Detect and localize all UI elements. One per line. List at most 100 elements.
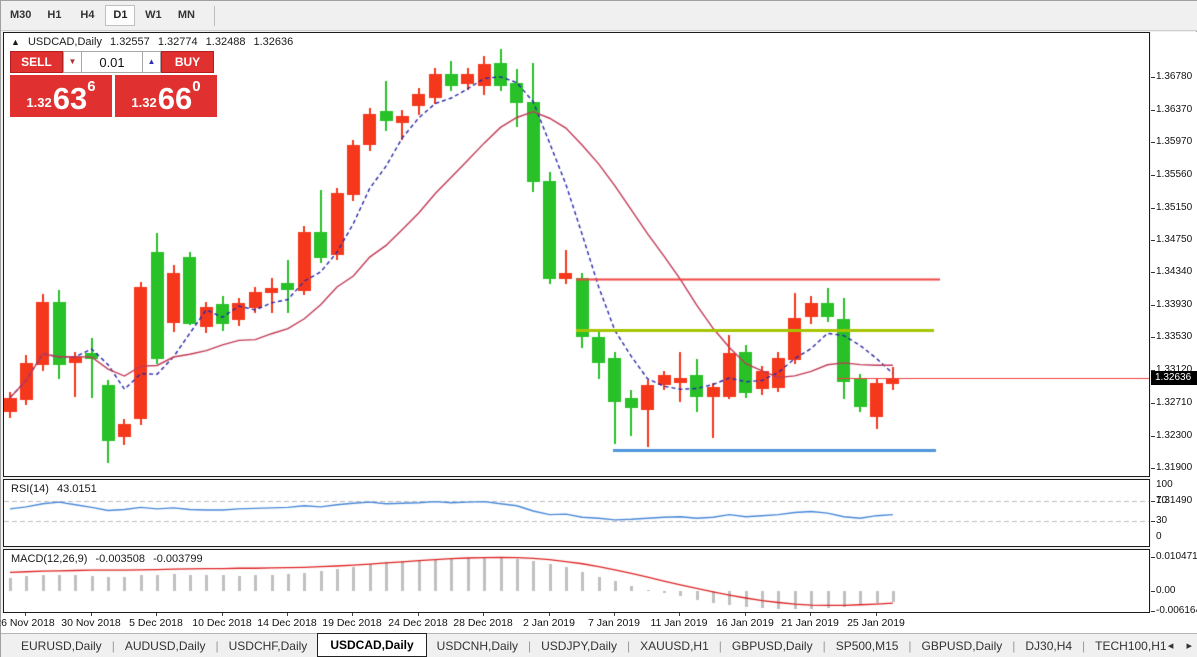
date-tick-label: 11 Jan 2019 [650, 617, 708, 629]
volume-decrease-icon[interactable]: ▼ [63, 51, 81, 73]
time-scale[interactable]: 26 Nov 2018 30 Nov 2018 5 Dec 2018 10 Dec 2… [0, 613, 1197, 633]
macd-tick-label: 0.010471 [1156, 551, 1197, 562]
tab-scroll-right-icon[interactable]: ▸ [1186, 640, 1192, 652]
tab-separator: | [1082, 639, 1086, 653]
ohlc-close: 1.32636 [253, 36, 294, 48]
price-tick-label: 1.34750 [1156, 234, 1193, 245]
price-tick-mark [1151, 142, 1155, 143]
buy-button[interactable]: BUY [161, 51, 214, 73]
macd-tick-mark [1151, 557, 1155, 558]
chart-tab-bar: EURUSD,Daily | AUDUSD,Daily | USDCHF,Daily US… [1, 633, 1197, 657]
chart-tab-sp500-m15[interactable]: SP500,M15 [835, 639, 899, 653]
date-tick-mark [91, 613, 92, 616]
timeframe-button-h4[interactable]: H4 [80, 9, 95, 21]
price-tick-label: 1.33930 [1156, 299, 1193, 310]
sell-button[interactable]: SELL [10, 51, 63, 73]
chart-tab-eurusd-daily[interactable]: EURUSD,Daily [21, 639, 102, 653]
date-tick-label: 30 Nov 2018 [61, 617, 121, 629]
date-tick-mark [287, 613, 288, 616]
sell-price-big: 63 [52, 81, 88, 116]
chart-tab-xauusd-h1[interactable]: XAUUSD,H1 [640, 639, 709, 653]
price-tick-label: 1.34340 [1156, 266, 1193, 277]
price-tick-mark [1151, 77, 1155, 78]
chart-tab-usdchf-daily[interactable]: USDCHF,Daily [228, 639, 308, 653]
chart-header: ▲ USDCAD,Daily 1.32557 1.32774 1.32488 1… [11, 36, 298, 48]
ohlc-low: 1.32488 [205, 36, 246, 48]
chart-tab-tech100-h1[interactable]: TECH100,H1 [1095, 639, 1167, 653]
tab-scroll-left-icon[interactable]: ◂ [1167, 640, 1174, 652]
price-tick-mark [1151, 240, 1155, 241]
timeframe-button-mn[interactable]: MN [177, 9, 195, 21]
date-tick-label: 14 Dec 2018 [257, 617, 317, 629]
date-tick-label: 16 Jan 2019 [716, 617, 774, 629]
date-tick-mark [679, 613, 680, 616]
price-tick-mark [1151, 370, 1155, 371]
price-tick-label: 1.35970 [1156, 136, 1193, 147]
date-tick-mark [876, 613, 877, 616]
macd-name: MACD(12,26,9) [11, 553, 88, 565]
sell-price-box[interactable]: 1.32 63 6 [10, 75, 112, 117]
buy-price-prefix: 1.32 [131, 95, 157, 110]
chart-tab-usdcad-daily[interactable]: USDCAD,Daily [317, 633, 427, 657]
date-tick-label: 26 Nov 2018 [0, 617, 55, 629]
price-tick-mark [1151, 436, 1155, 437]
tab-separator: | [215, 639, 219, 653]
date-tick-label: 5 Dec 2018 [129, 617, 183, 629]
macd-tick-mark [1151, 611, 1155, 612]
tab-separator: | [626, 639, 631, 653]
tab-separator: | [1012, 639, 1016, 653]
tab-separator: | [822, 639, 826, 653]
date-tick-label: 21 Jan 2019 [781, 617, 839, 629]
macd-canvas[interactable] [4, 550, 1149, 612]
macd-tick-mark [1151, 591, 1155, 592]
rsi-header: RSI(14) 43.0151 [11, 483, 102, 495]
collapse-trade-panel-icon[interactable]: ▲ [11, 37, 20, 47]
chart-tab-usdjpy-daily[interactable]: USDJPY,Daily [541, 639, 617, 653]
sell-price-prefix: 1.32 [26, 95, 52, 110]
chart-symbol-label: USDCAD,Daily [27, 36, 102, 48]
volume-input[interactable] [81, 51, 143, 73]
timeframe-button-h1[interactable]: H1 [47, 9, 62, 21]
date-tick-label: 24 Dec 2018 [388, 617, 448, 629]
ohlc-open: 1.32557 [110, 36, 150, 48]
current-price-badge: 1.32636 [1151, 371, 1197, 385]
price-scale[interactable]: 1.32636 1.36780 1.36370 1.35970 1.35560 1.35… [1151, 32, 1197, 616]
rsi-value: 43.0151 [56, 483, 97, 495]
tab-separator: | [718, 639, 722, 653]
chart-tab-audusd-daily[interactable]: AUDUSD,Daily [124, 639, 206, 653]
one-click-trade-widget: SELL ▼ ▲ BUY 1.32 63 6 1.32 66 0 [10, 51, 218, 117]
date-tick-label: 28 Dec 2018 [453, 617, 513, 629]
rsi-tick-mark [1151, 501, 1155, 502]
timeframe-toolbar: M30 H1 H4 D1 W1 MN [1, 1, 1197, 31]
timeframe-button-d1[interactable]: D1 [105, 5, 136, 26]
rsi-canvas[interactable] [4, 480, 1149, 546]
chart-tab-gbpusd-daily[interactable]: GBPUSD,Daily [921, 639, 1003, 653]
macd-signal-value: -0.003799 [153, 553, 203, 565]
price-chart-pane: ▲ USDCAD,Daily 1.32557 1.32774 1.32488 1… [3, 32, 1150, 477]
chart-tab-dj30-h4[interactable]: DJ30,H4 [1025, 639, 1073, 653]
price-tick-mark [1151, 468, 1155, 469]
price-tick-label: 1.35150 [1156, 202, 1193, 213]
price-tick-mark [1151, 175, 1155, 176]
rsi-indicator-pane: RSI(14) 43.0151 [3, 479, 1150, 547]
chart-tab-gbpusd-daily[interactable]: GBPUSD,Daily [731, 639, 813, 653]
rsi-tick-label: 0 [1156, 531, 1162, 542]
timeframe-button-m30[interactable]: M30 [10, 9, 32, 21]
price-tick-label: 1.36370 [1156, 104, 1193, 115]
date-tick-label: 25 Jan 2019 [847, 617, 905, 629]
volume-increase-icon[interactable]: ▲ [143, 51, 161, 73]
buy-price-big: 66 [157, 81, 193, 116]
price-tick-mark [1151, 403, 1155, 404]
chart-tab-usdcnh-daily[interactable]: USDCNH,Daily [436, 639, 519, 653]
timeframe-button-w1[interactable]: W1 [145, 9, 162, 21]
date-tick-mark [418, 613, 419, 616]
date-tick-label: 7 Jan 2019 [588, 617, 640, 629]
tab-separator: | [908, 639, 912, 653]
price-tick-mark [1151, 272, 1155, 273]
macd-value: -0.003508 [95, 553, 146, 565]
macd-indicator-pane: MACD(12,26,9) -0.003508 -0.003799 [3, 549, 1150, 613]
macd-header: MACD(12,26,9) -0.003508 -0.003799 [11, 553, 208, 565]
macd-tick-label: -0.006164 [1156, 605, 1197, 616]
date-tick-label: 10 Dec 2018 [192, 617, 252, 629]
buy-price-box[interactable]: 1.32 66 0 [115, 75, 217, 117]
